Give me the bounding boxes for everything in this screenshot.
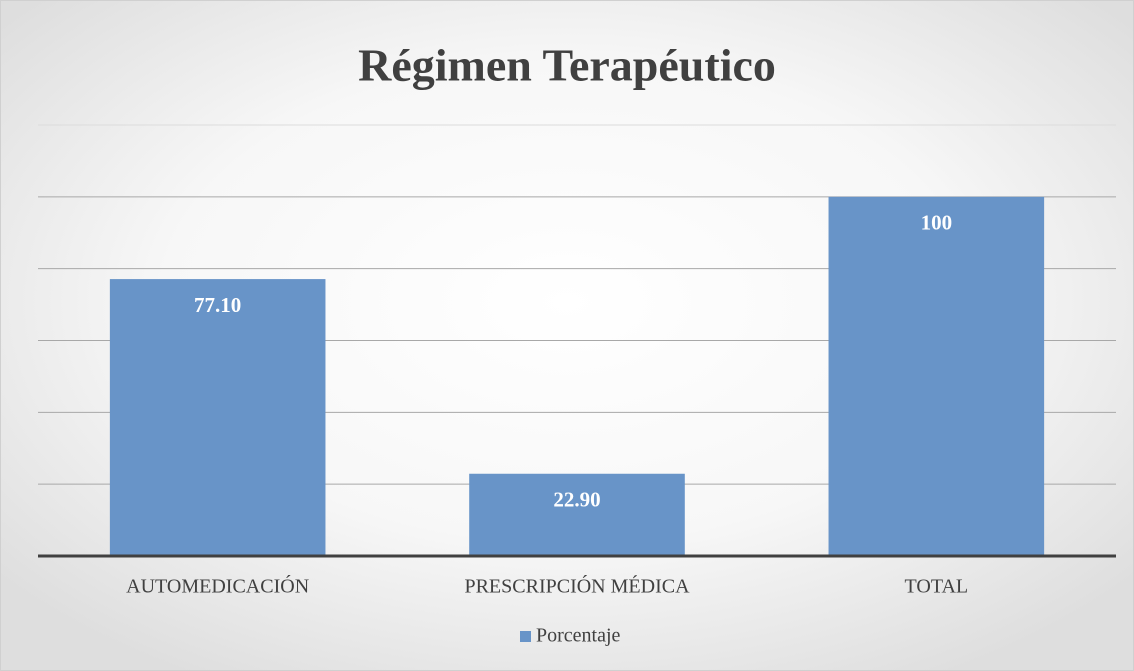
legend-label: Porcentaje	[536, 625, 621, 647]
chart-title: Régimen Terapéutico	[358, 40, 776, 91]
data-label: 77.10	[194, 293, 241, 317]
x-tick-label: AUTOMEDICACIÓN	[126, 574, 309, 598]
legend-swatch	[520, 631, 531, 642]
bar	[469, 473, 685, 556]
x-tick-label: TOTAL	[905, 576, 969, 598]
x-tick-label: PRESCRIPCIÓN MÉDICA	[464, 574, 690, 598]
data-label: 22.90	[553, 488, 600, 512]
bar	[828, 196, 1045, 557]
data-label: 100	[921, 211, 953, 235]
bar	[109, 279, 326, 556]
